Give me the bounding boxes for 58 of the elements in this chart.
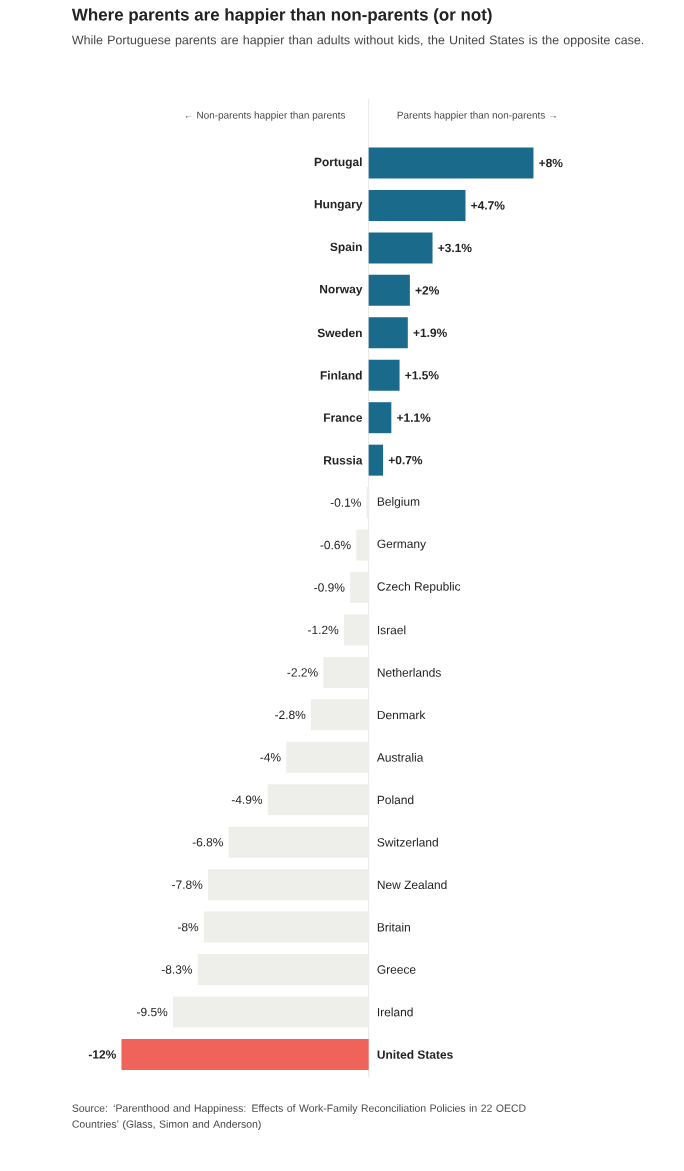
bar: [368, 147, 534, 179]
data-label: +1.5%: [405, 371, 439, 380]
y-tick-label: Greece: [377, 965, 416, 974]
y-tick-label: Ireland: [378, 1007, 413, 1017]
y-tick-label: New Zealand: [378, 880, 447, 890]
y-tick-label: United States: [377, 1050, 453, 1059]
data-label: -9.5%: [137, 1007, 168, 1017]
y-tick-label: Denmark: [378, 710, 426, 720]
bar: [368, 274, 411, 306]
y-tick-label: Switzerland: [377, 837, 439, 847]
data-label: -8.3%: [161, 965, 193, 974]
y-tick-label: Czech Republic: [377, 581, 461, 594]
y-tick-label: Norway: [320, 285, 363, 296]
data-label: +2%: [415, 286, 440, 295]
y-tick-label: Sweden: [317, 328, 362, 338]
data-label: +0.7%: [388, 455, 423, 465]
y-tick-label: Spain: [330, 242, 362, 254]
y-tick-label: Belgium: [378, 497, 420, 509]
data-label: -4.9%: [232, 795, 263, 804]
y-tick-label: Britain: [378, 922, 411, 932]
data-label: -0.1%: [330, 498, 362, 507]
source-note: Source: ‘Parenthood and Happiness: Effects of Work-Family Reconciliation Policies in 22 OECD Countries’ (Glass, Simon and Anderson): [72, 1104, 526, 1130]
data-label: -0.6%: [320, 540, 351, 550]
text: ← Non-parents happier than parents: [185, 111, 346, 121]
chart-title: Where parents are happier than non-parents (or not): [72, 8, 492, 24]
data-label: -0.9%: [314, 583, 345, 592]
y-tick-label: France: [324, 413, 363, 422]
bar: [368, 232, 433, 264]
data-label: -6.8%: [192, 837, 224, 847]
data-label: -4%: [260, 753, 281, 762]
y-tick-label: Finland: [320, 370, 362, 380]
data-label: -7.8%: [172, 880, 203, 889]
chart-subtitle: While Portuguese parents are happier than adults without kids, the United States is the opposite case.: [72, 35, 644, 47]
data-label: -2.8%: [275, 710, 306, 720]
y-tick-label: Portugal: [314, 157, 362, 169]
y-tick-label: Russia: [324, 455, 363, 465]
y-tick-label: Israel: [378, 625, 406, 635]
data-label: -1.2%: [308, 625, 339, 635]
bar: [368, 189, 466, 221]
data-label: -2.2%: [287, 668, 318, 677]
y-tick-label: Australia: [377, 752, 424, 762]
text: Parents happier than non-parents →: [397, 111, 557, 121]
data-label: +3.1%: [438, 243, 472, 253]
bar: [368, 317, 408, 349]
data-label: +4.7%: [471, 201, 505, 210]
data-label: -12%: [89, 1050, 117, 1059]
y-tick-label: Poland: [378, 795, 414, 805]
data-label: -8%: [178, 922, 199, 932]
bar: [121, 1038, 369, 1070]
y-tick-label: Hungary: [314, 200, 363, 211]
bar: [368, 402, 392, 434]
y-tick-label: Germany: [377, 539, 427, 551]
bar: [368, 359, 400, 391]
data-label: +1.9%: [413, 328, 448, 338]
data-label: +1.1%: [397, 413, 431, 422]
data-label: +8%: [539, 158, 563, 168]
y-tick-label: Netherlands: [378, 668, 442, 677]
bar: [368, 444, 384, 476]
